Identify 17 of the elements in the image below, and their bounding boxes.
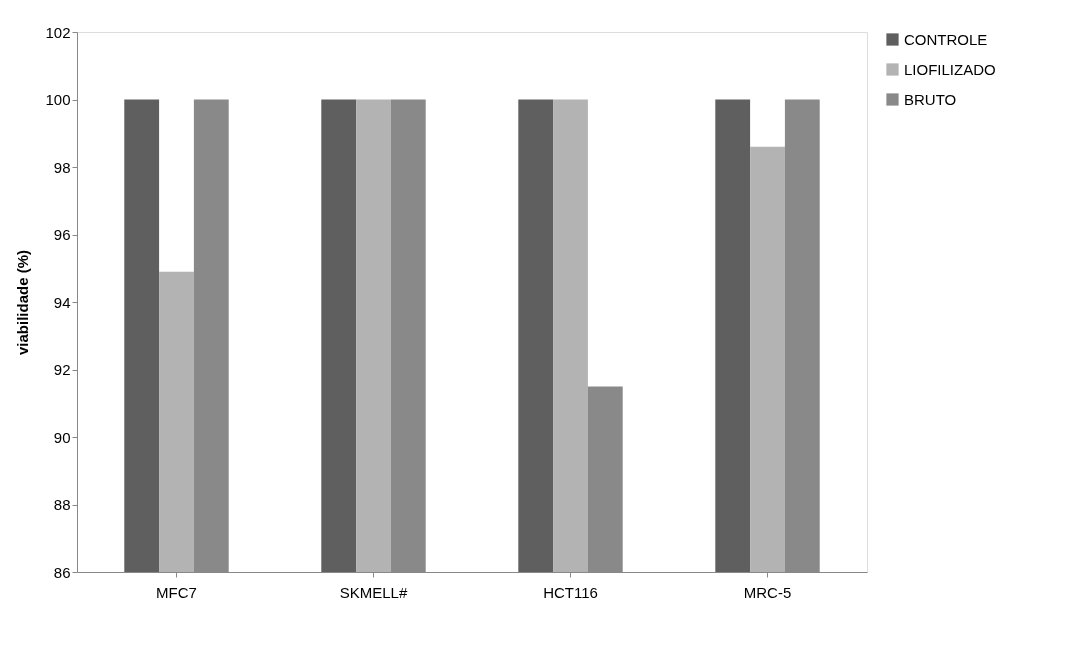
x-tick-label: HCT116	[543, 583, 598, 601]
y-tick-label: 92	[53, 361, 71, 378]
y-tick-label: 100	[45, 91, 71, 108]
y-tick-label: 102	[45, 23, 71, 41]
x-tick-label: SKMELL#	[339, 583, 408, 601]
y-tick-label: 90	[53, 428, 71, 446]
y-tick-label: 86	[53, 563, 71, 581]
y-axis-title: viabilidade (%)	[14, 249, 32, 356]
legend-label: LIOFILIZADO	[904, 60, 996, 78]
legend-label: CONTROLE	[904, 30, 988, 48]
y-tick-label: 98	[53, 158, 71, 176]
legend-label: BRUTO	[904, 90, 957, 108]
y-tick-label: 88	[53, 496, 71, 513]
y-tick-label: 94	[53, 293, 71, 311]
x-tick-label: MFC7	[156, 583, 197, 601]
y-tick-label: 96	[53, 226, 71, 243]
x-tick-label: MRC-5	[743, 583, 792, 601]
